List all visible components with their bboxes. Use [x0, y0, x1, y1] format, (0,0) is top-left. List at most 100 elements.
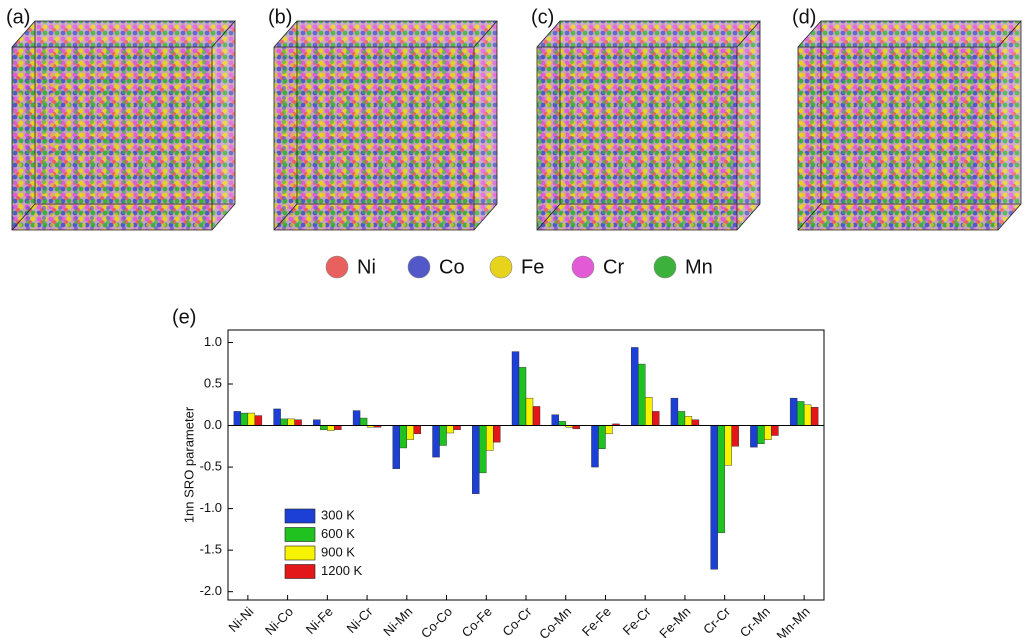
bar — [313, 419, 321, 426]
bar — [273, 408, 281, 426]
x-tick-label: Co-Fe — [459, 604, 495, 638]
bar — [796, 401, 805, 426]
bar — [652, 411, 660, 426]
bar — [691, 419, 700, 426]
legend-label: 900 K — [321, 544, 355, 559]
bar — [645, 397, 653, 426]
legend-label: 300 K — [321, 507, 355, 522]
panel-label: (c) — [531, 6, 554, 28]
x-tick-label: Fe-Fe — [579, 604, 614, 638]
bar — [247, 412, 256, 426]
box-front-overlay — [798, 47, 998, 230]
bar-chart: (e) 1nn SRO parameter -2.0 -1.5 -1.0 -0.5 0.0 0… — [172, 306, 825, 638]
bar — [532, 406, 541, 426]
y-tick-label: -2.0 — [200, 583, 222, 598]
x-tick-label: Cr-Cr — [700, 603, 734, 637]
bar — [810, 407, 819, 426]
bar — [446, 425, 454, 434]
box-front-overlay — [274, 47, 474, 230]
bar — [280, 418, 288, 426]
bar — [638, 363, 646, 426]
atom-swatch — [653, 255, 677, 279]
bar — [432, 425, 440, 458]
bar — [359, 417, 368, 426]
panel-label: (e) — [172, 306, 196, 328]
atom-swatch — [489, 255, 513, 279]
atom-legend-label: Co — [439, 256, 465, 278]
y-tick-label: -0.5 — [200, 459, 222, 474]
legend-label: 600 K — [321, 526, 355, 541]
x-tick-label: Ni-Co — [262, 604, 296, 638]
bar — [803, 404, 812, 426]
bar — [764, 425, 772, 440]
bar — [493, 425, 501, 443]
bar — [789, 397, 798, 426]
box-top — [274, 21, 497, 47]
x-tick-label: Co-Mn — [536, 604, 574, 638]
atom-box — [536, 20, 761, 231]
legend-swatch — [284, 545, 316, 561]
atom-box — [11, 20, 236, 231]
atom-boxes: (a) (b) (c) (d) Ni Co Fe Cr Mn — [6, 6, 1022, 279]
bar — [453, 425, 461, 430]
box-side — [474, 21, 497, 230]
bar — [724, 425, 732, 466]
bar — [684, 416, 693, 426]
legend-swatch — [284, 564, 316, 579]
y-tick-label: 0.0 — [204, 417, 222, 432]
panel-label: (a) — [6, 6, 30, 28]
bar — [677, 411, 686, 426]
y-tick-label: 0.5 — [204, 375, 222, 390]
bar — [598, 425, 606, 449]
x-tick-label: Co-Co — [418, 604, 455, 638]
atom-box — [797, 20, 1022, 231]
plot-frame — [227, 329, 825, 601]
bar — [631, 347, 639, 426]
box-top — [798, 21, 1021, 47]
bar — [518, 367, 527, 426]
box-top — [12, 21, 235, 47]
bar — [591, 425, 599, 468]
bar — [406, 425, 414, 440]
bar — [558, 421, 566, 426]
bar — [254, 415, 263, 426]
atom-legend-label: Ni — [357, 256, 376, 278]
box-edges — [536, 20, 761, 231]
x-tick-label: Mn-Mn — [773, 604, 812, 638]
bar — [731, 425, 739, 447]
x-tick-label: Ni-Ni — [225, 604, 256, 635]
atom-box — [273, 20, 498, 231]
bar — [750, 425, 758, 448]
box-edges — [11, 20, 236, 231]
bar — [352, 410, 361, 426]
atom-swatch — [571, 255, 595, 279]
x-tick-label: Ni-Cr — [344, 603, 377, 636]
bar — [294, 419, 302, 426]
atom-legend-label: Cr — [603, 256, 624, 278]
legend-swatch — [284, 527, 316, 542]
atom-swatch — [407, 255, 431, 279]
bar — [439, 425, 447, 446]
x-tick-label: Cr-Mn — [737, 604, 773, 638]
legend-swatch — [284, 508, 316, 524]
bar — [320, 425, 328, 430]
x-tick-label: Ni-Mn — [380, 604, 415, 638]
x-tick-label: Fe-Mn — [656, 604, 693, 638]
box-side — [212, 21, 235, 230]
bar — [511, 351, 520, 426]
box-side — [998, 21, 1021, 230]
x-tick-label: Fe-Cr — [620, 603, 655, 638]
y-tick-label: -1.0 — [200, 500, 222, 515]
bar — [327, 425, 335, 431]
bar — [233, 411, 242, 426]
atom-swatch — [325, 255, 349, 279]
box-front-overlay — [12, 47, 212, 230]
box-edges — [273, 20, 498, 231]
atom-legend-label: Mn — [685, 256, 713, 278]
bar — [240, 412, 249, 426]
x-tick-label: Ni-Fe — [303, 604, 336, 637]
bar — [670, 397, 679, 426]
bar — [392, 425, 400, 469]
bar — [605, 425, 613, 435]
